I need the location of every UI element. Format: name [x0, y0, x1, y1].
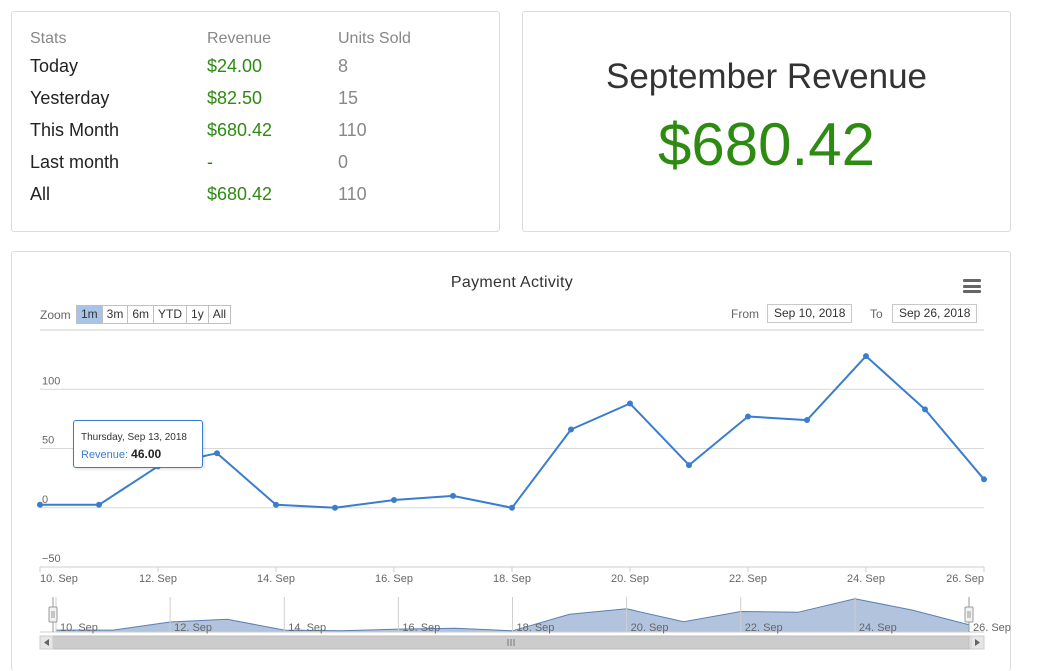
data-point — [37, 501, 43, 508]
navigator-tick-label: 10. Sep — [60, 622, 98, 634]
zoom-button-1y[interactable]: 1y — [186, 305, 209, 324]
navigator[interactable]: 10. Sep 12. Sep 14. Sep 16. Sep 18. Sep 20. S… — [39, 597, 1011, 650]
revenue-value: $680.42 — [658, 111, 875, 178]
navigator-tick-label: 20. Sep — [631, 622, 669, 634]
stats-row: Today $24.00 8 — [30, 50, 458, 82]
tooltip-date: Thursday, Sep 13, 2018 — [81, 432, 187, 443]
stats-row-revenue: $680.42 — [207, 119, 273, 140]
x-tick-label: 26. Sep — [946, 573, 984, 585]
navigator-handle — [48, 606, 58, 623]
chart-title: Payment Activity — [450, 274, 574, 291]
stats-row: This Month $680.42 110 — [30, 114, 458, 146]
stats-row-revenue: - — [207, 151, 213, 172]
stats-row-label: Today — [30, 55, 79, 76]
tooltip-value: 46.00 — [131, 447, 162, 461]
header-revenue: Revenue — [207, 30, 272, 47]
stats-row: Yesterday $82.50 15 — [30, 82, 458, 114]
stats-row: All $680.42 110 — [30, 178, 458, 210]
data-point — [273, 501, 279, 508]
y-tick-label: 100 — [42, 375, 60, 387]
data-point — [96, 501, 102, 508]
data-point — [568, 426, 574, 433]
zoom-button-ytd[interactable]: YTD — [153, 305, 188, 324]
x-tick-label: 22. Sep — [729, 573, 767, 585]
x-tick-label: 20. Sep — [611, 573, 649, 585]
y-tick-label: 0 — [42, 494, 48, 506]
hamburger-menu-icon[interactable] — [963, 279, 981, 293]
data-point — [214, 450, 220, 457]
navigator-tick-label: 16. Sep — [402, 622, 440, 634]
stats-row-revenue: $82.50 — [207, 87, 263, 108]
zoom-button-1m[interactable]: 1m — [76, 305, 103, 324]
data-point — [450, 492, 456, 499]
to-date-input[interactable]: Sep 26, 2018 — [892, 304, 978, 323]
navigator-tick-label: 14. Sep — [288, 622, 326, 634]
data-point — [981, 476, 987, 483]
tooltip-series-name: Revenue — [81, 449, 126, 461]
stats-row-label: This Month — [30, 119, 120, 140]
data-point — [745, 413, 751, 420]
navigator-tick-label: 12. Sep — [174, 622, 212, 634]
stats-row-units: 15 — [338, 87, 359, 108]
stats-row-revenue: $24.00 — [207, 55, 263, 76]
stats-row-units: 110 — [338, 183, 367, 204]
stats-header-row: Stats Revenue Units Sold — [30, 28, 458, 50]
stats-table: Stats Revenue Units Sold Today $24.00 8 … — [30, 28, 458, 210]
x-tick-label: 18. Sep — [493, 573, 531, 585]
y-tick-label: 50 — [42, 435, 54, 447]
stats-row-label: Last month — [30, 151, 120, 172]
data-point — [391, 497, 397, 504]
to-label: To — [870, 307, 883, 321]
zoom-button-group: 1m 3m 6m YTD 1y All — [76, 305, 232, 324]
data-point — [804, 417, 810, 424]
x-tick-label: 14. Sep — [257, 573, 295, 585]
chart-plot: −50 0 50 100 10. Sep 12. Sep 14. Sep 16. Sep 18.… — [37, 329, 1011, 650]
header-units-sold: Units Sold — [338, 30, 411, 47]
data-point — [863, 353, 869, 360]
x-tick-label: 12. Sep — [139, 573, 177, 585]
stats-row-label: Yesterday — [30, 87, 110, 108]
data-point — [627, 400, 633, 407]
revenue-card: September Revenue $680.42 — [522, 11, 1011, 232]
data-point — [509, 504, 515, 511]
data-point — [332, 504, 338, 511]
y-tick-label: −50 — [42, 553, 61, 565]
zoom-label: Zoom — [40, 308, 71, 322]
x-tick-label: 16. Sep — [375, 573, 413, 585]
scroll-left-arrow-icon — [44, 639, 49, 646]
stats-row-units: 8 — [338, 55, 349, 76]
navigator-tick-label: 26. Sep — [973, 622, 1011, 634]
from-label: From — [731, 307, 759, 321]
zoom-button-6m[interactable]: 6m — [127, 305, 155, 324]
zoom-button-all[interactable]: All — [207, 305, 232, 324]
navigator-tick-label: 24. Sep — [859, 622, 897, 634]
axis-layer: −50 0 50 100 10. Sep 12. Sep 14. Sep 16. Sep 18.… — [39, 375, 985, 585]
stats-card: Stats Revenue Units Sold Today $24.00 8 … — [11, 11, 500, 232]
stats-row-label: All — [30, 183, 51, 204]
chart-card: Payment Activity Zoom 1m 3m 6m YTD 1y Al… — [11, 251, 1011, 671]
stats-row-revenue: $680.42 — [207, 183, 273, 204]
revenue-title: September Revenue — [605, 57, 928, 96]
stats-row-units: 110 — [338, 119, 367, 140]
header-stats: Stats — [30, 30, 67, 47]
stats-row-units: 0 — [338, 151, 349, 172]
navigator-tick-label: 18. Sep — [517, 622, 555, 634]
data-point — [922, 406, 928, 413]
stats-row: Last month - 0 — [30, 146, 458, 178]
navigator-handle — [964, 606, 974, 623]
scroll-right-arrow-icon — [975, 639, 980, 646]
navigator-tick-label: 22. Sep — [745, 622, 783, 634]
from-date-input[interactable]: Sep 10, 2018 — [767, 304, 853, 323]
chart-tooltip: Thursday, Sep 13, 2018 Revenue: 46.00 — [73, 420, 203, 468]
x-tick-label: 24. Sep — [847, 573, 885, 585]
data-point — [686, 462, 692, 469]
x-tick-label: 10. Sep — [40, 573, 78, 585]
